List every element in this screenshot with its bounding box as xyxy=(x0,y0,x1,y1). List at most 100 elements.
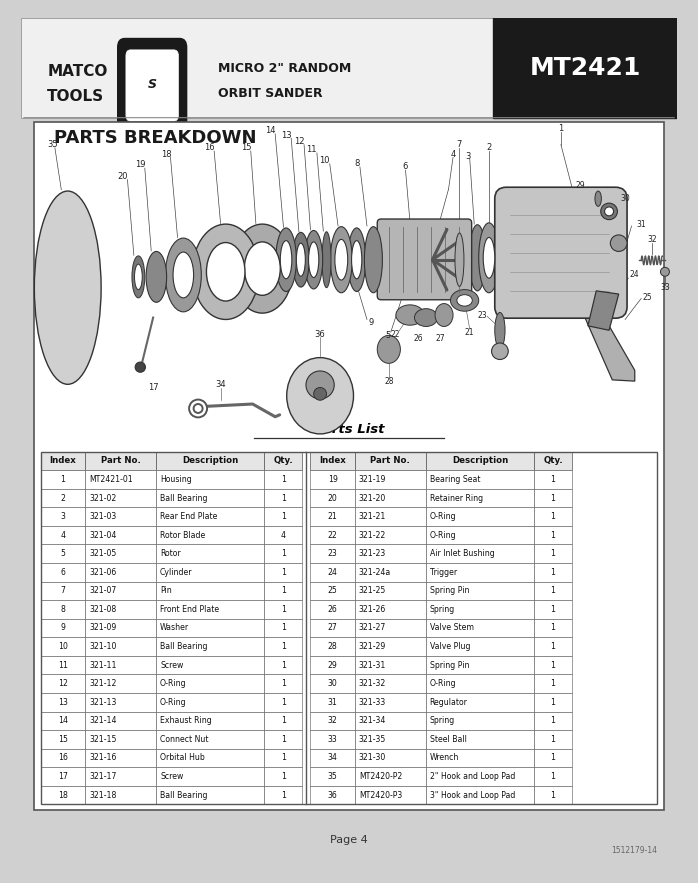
Ellipse shape xyxy=(595,191,602,207)
Ellipse shape xyxy=(306,371,334,399)
Text: 11: 11 xyxy=(58,660,68,669)
Text: 1: 1 xyxy=(551,586,556,595)
Text: O-Ring: O-Ring xyxy=(160,698,186,706)
Text: 4: 4 xyxy=(450,150,456,159)
Bar xyxy=(265,526,302,545)
Bar xyxy=(265,693,302,712)
Text: Valve Plug: Valve Plug xyxy=(430,642,470,651)
Text: 1: 1 xyxy=(551,531,556,540)
Bar xyxy=(85,712,156,730)
Bar xyxy=(534,786,572,804)
Bar xyxy=(426,619,534,638)
Bar xyxy=(265,545,302,563)
Ellipse shape xyxy=(483,238,495,278)
Ellipse shape xyxy=(292,232,309,287)
Text: 8: 8 xyxy=(354,159,359,168)
Ellipse shape xyxy=(173,252,193,298)
Text: Spring Pin: Spring Pin xyxy=(430,586,469,595)
Ellipse shape xyxy=(399,227,422,293)
Bar xyxy=(85,563,156,582)
Bar xyxy=(156,526,265,545)
Bar xyxy=(355,656,426,675)
Text: S: S xyxy=(148,78,156,91)
Text: 12: 12 xyxy=(294,137,304,146)
Text: 321-04: 321-04 xyxy=(89,531,117,540)
Text: 321-20: 321-20 xyxy=(359,494,386,502)
Ellipse shape xyxy=(495,313,505,348)
Text: 321-29: 321-29 xyxy=(359,642,386,651)
Text: Spring Pin: Spring Pin xyxy=(430,660,469,669)
Text: 321-09: 321-09 xyxy=(89,623,117,632)
Bar xyxy=(355,508,426,526)
Bar xyxy=(156,693,265,712)
Text: Screw: Screw xyxy=(160,660,184,669)
Text: PARTS BREAKDOWN: PARTS BREAKDOWN xyxy=(54,129,256,147)
Text: Spring: Spring xyxy=(430,716,455,725)
Bar xyxy=(156,489,265,508)
Bar xyxy=(265,471,302,489)
Bar xyxy=(265,563,302,582)
Text: 35: 35 xyxy=(328,772,337,781)
Text: 31: 31 xyxy=(637,220,646,229)
Text: 321-32: 321-32 xyxy=(359,679,386,688)
Bar xyxy=(311,767,355,786)
Ellipse shape xyxy=(297,243,305,276)
Bar xyxy=(311,712,355,730)
Text: 321-23: 321-23 xyxy=(359,549,386,558)
Bar xyxy=(85,452,156,471)
Text: 2: 2 xyxy=(61,494,66,502)
Bar xyxy=(355,471,426,489)
Text: 1: 1 xyxy=(281,735,286,743)
Text: Part No.: Part No. xyxy=(371,457,410,465)
Bar xyxy=(355,712,426,730)
Text: Trigger: Trigger xyxy=(430,568,456,577)
Text: 20: 20 xyxy=(328,494,337,502)
Text: 321-33: 321-33 xyxy=(359,698,386,706)
Text: 27: 27 xyxy=(328,623,337,632)
Ellipse shape xyxy=(348,228,366,291)
Bar xyxy=(311,656,355,675)
Bar xyxy=(40,675,85,693)
Text: Screw: Screw xyxy=(160,772,184,781)
Ellipse shape xyxy=(313,388,327,400)
Bar xyxy=(85,693,156,712)
Bar xyxy=(40,489,85,508)
Text: 32: 32 xyxy=(328,716,337,725)
Bar xyxy=(156,582,265,600)
Bar xyxy=(311,675,355,693)
Text: 1: 1 xyxy=(551,623,556,632)
Text: 15: 15 xyxy=(241,143,251,152)
Text: 7: 7 xyxy=(456,140,462,149)
Text: MICRO 2" RANDOM: MICRO 2" RANDOM xyxy=(218,62,351,75)
Text: Description: Description xyxy=(452,457,508,465)
Bar xyxy=(311,508,355,526)
Bar xyxy=(426,730,534,749)
Text: 3: 3 xyxy=(61,512,66,521)
Text: Qty.: Qty. xyxy=(274,457,293,465)
Text: 5: 5 xyxy=(61,549,66,558)
Bar xyxy=(40,600,85,619)
Bar xyxy=(311,786,355,804)
Text: 28: 28 xyxy=(384,377,394,386)
Bar xyxy=(85,582,156,600)
Bar xyxy=(426,545,534,563)
Bar xyxy=(156,656,265,675)
Text: 1: 1 xyxy=(551,475,556,484)
Bar xyxy=(426,638,534,656)
Text: 18: 18 xyxy=(161,150,171,159)
Bar xyxy=(156,508,265,526)
Bar xyxy=(355,452,426,471)
Text: Washer: Washer xyxy=(160,623,189,632)
Text: 24: 24 xyxy=(327,568,338,577)
Ellipse shape xyxy=(457,295,473,306)
Bar xyxy=(426,786,534,804)
Bar xyxy=(311,749,355,767)
Bar xyxy=(265,452,302,471)
Ellipse shape xyxy=(469,225,486,291)
Bar xyxy=(534,545,572,563)
Text: 17: 17 xyxy=(58,772,68,781)
Text: 1: 1 xyxy=(558,125,563,133)
Text: ORBIT SANDER: ORBIT SANDER xyxy=(218,87,322,101)
FancyBboxPatch shape xyxy=(377,219,472,299)
Text: 321-02: 321-02 xyxy=(89,494,117,502)
